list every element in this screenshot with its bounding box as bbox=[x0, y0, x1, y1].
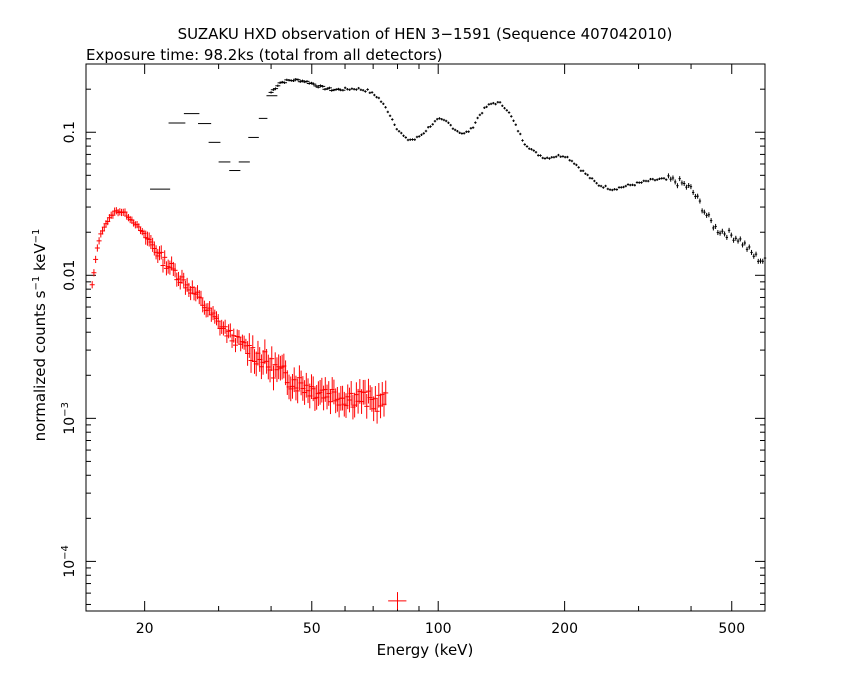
y-axis-tick-labels: 0.1 0.01 10−3 10−4 bbox=[60, 121, 78, 578]
plot-frame bbox=[85, 63, 766, 612]
x-tick-label: 50 bbox=[303, 621, 321, 637]
x-axis-tick-labels: 20 50 100 200 500 bbox=[136, 621, 745, 637]
x-tick-label: 20 bbox=[136, 621, 154, 637]
x-tick-label: 100 bbox=[425, 621, 452, 637]
x-tick-label: 500 bbox=[718, 621, 745, 637]
series-red-points bbox=[89, 207, 407, 610]
y-axis-ticks bbox=[86, 88, 765, 605]
x-axis-label: Energy (keV) bbox=[377, 641, 474, 659]
chart-subtitle: Exposure time: 98.2ks (total from all de… bbox=[86, 46, 442, 64]
y-tick-label: 10−3 bbox=[60, 402, 78, 435]
y-axis-label: normalized counts s−1 keV−1 bbox=[31, 229, 49, 442]
y-tick-label: 10−4 bbox=[60, 545, 78, 578]
y-tick-label: 0.01 bbox=[62, 260, 78, 291]
series-black-points bbox=[150, 78, 767, 264]
y-tick-label: 0.1 bbox=[62, 121, 78, 143]
chart-title: SUZAKU HXD observation of HEN 3−1591 (Se… bbox=[178, 25, 673, 43]
x-tick-label: 200 bbox=[551, 621, 578, 637]
